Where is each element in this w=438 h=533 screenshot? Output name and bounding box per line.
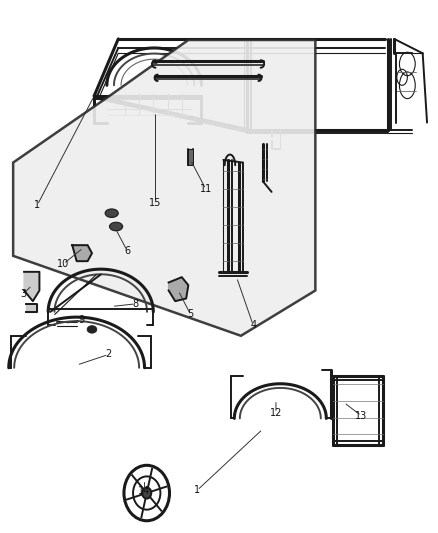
Ellipse shape	[110, 222, 123, 231]
Text: 5: 5	[187, 310, 194, 319]
Bar	[188, 149, 193, 165]
Text: 10: 10	[57, 259, 70, 269]
Polygon shape	[24, 272, 39, 301]
Text: 4: 4	[250, 320, 256, 330]
Text: 1: 1	[34, 200, 40, 210]
Polygon shape	[13, 40, 315, 336]
Polygon shape	[26, 304, 37, 312]
Circle shape	[142, 488, 151, 498]
Text: 2: 2	[106, 350, 112, 359]
Text: 12: 12	[270, 408, 282, 418]
Text: 9: 9	[78, 315, 84, 325]
Text: 6: 6	[124, 246, 130, 255]
Polygon shape	[72, 245, 92, 261]
Text: 1: 1	[194, 486, 200, 495]
Text: 14: 14	[138, 487, 151, 496]
Text: 13: 13	[355, 411, 367, 421]
Ellipse shape	[87, 326, 97, 333]
Text: 15: 15	[149, 198, 162, 207]
Text: 3: 3	[20, 289, 26, 299]
Text: 8: 8	[133, 299, 139, 309]
Ellipse shape	[105, 209, 118, 217]
Polygon shape	[169, 277, 188, 301]
Text: 11: 11	[200, 184, 212, 194]
